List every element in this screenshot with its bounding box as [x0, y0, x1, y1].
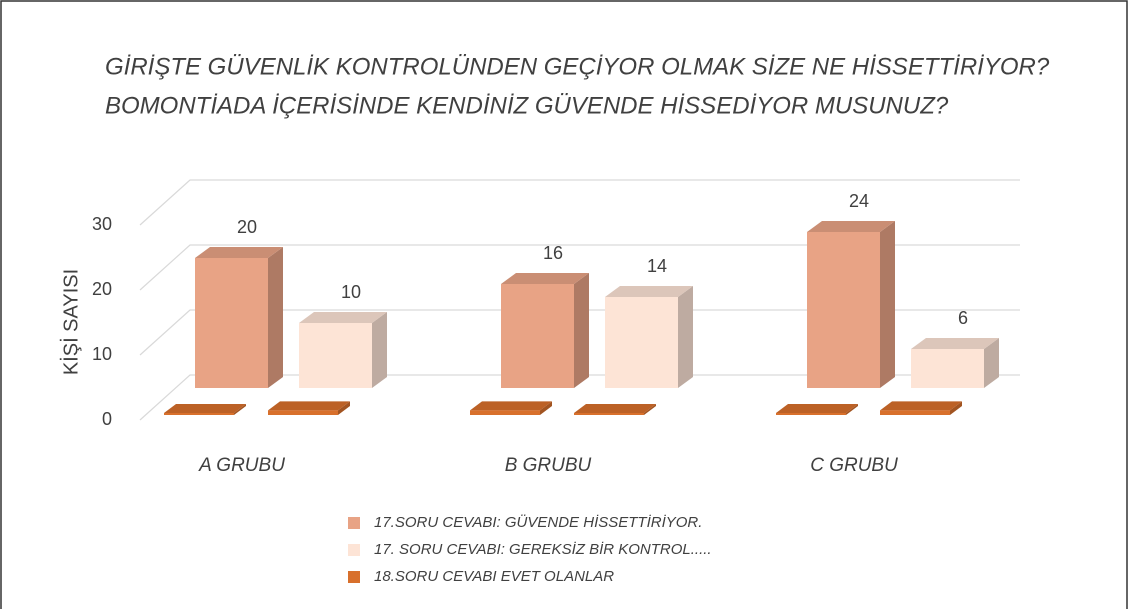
y-axis-label: KİŞİ SAYISI: [59, 269, 82, 375]
bar-top: [807, 221, 895, 232]
y-tick-label: 10: [92, 344, 112, 364]
bar: [605, 286, 693, 388]
bar: [574, 404, 656, 415]
data-label: 20: [237, 217, 257, 237]
bar-front: [268, 410, 338, 415]
data-label: 14: [647, 256, 667, 276]
bar-front: [299, 323, 372, 388]
grid-line: [139, 244, 1020, 291]
bar-top: [776, 404, 858, 413]
y-tick-label: 30: [92, 214, 112, 234]
data-label: 6: [958, 308, 968, 328]
chart-title: BOMONTİADA İÇERİSİNDE KENDİNİZ GÜVENDE H…: [105, 92, 949, 119]
bar-top: [501, 273, 589, 284]
bar-front: [807, 232, 880, 388]
x-tick-label: B GRUBU: [505, 455, 592, 476]
grid-line: [139, 179, 1020, 226]
bar-top: [605, 286, 693, 297]
bar-side: [644, 404, 656, 415]
legend-swatch: [348, 571, 360, 583]
bar-top: [164, 404, 246, 413]
bar-top: [470, 401, 552, 411]
bar: [501, 273, 589, 388]
bar-side: [678, 286, 693, 388]
bar-front: [195, 258, 268, 388]
bar-top: [195, 247, 283, 258]
bar: [911, 338, 999, 388]
bar: [807, 221, 895, 388]
bar-front: [911, 349, 984, 388]
bar: [880, 401, 962, 415]
grid-line: [139, 309, 1020, 356]
bar-front: [776, 413, 846, 415]
x-tick-label: A GRUBU: [198, 455, 285, 476]
grid-line: [139, 374, 1020, 421]
bar-top: [574, 404, 656, 413]
bar: [268, 401, 350, 415]
chart-title: GİRİŞTE GÜVENLİK KONTROLÜNDEN GEÇİYOR OL…: [105, 53, 1050, 80]
bar-side: [268, 247, 283, 388]
bar: [164, 404, 246, 415]
bar-front: [164, 413, 234, 415]
bar-top: [911, 338, 999, 349]
bar: [299, 312, 387, 388]
y-tick-label: 0: [102, 409, 112, 429]
bar-front: [880, 410, 950, 415]
bar-side: [880, 221, 895, 388]
bar: [470, 401, 552, 415]
bar-front: [501, 284, 574, 388]
bar-side: [540, 401, 552, 415]
bar-top: [880, 401, 962, 411]
x-tick-label: C GRUBU: [810, 455, 898, 476]
bar: [776, 404, 858, 415]
bar-front: [470, 410, 540, 415]
bar-side: [234, 404, 246, 415]
legend-swatch: [348, 517, 360, 529]
bar-side: [574, 273, 589, 388]
bar-side: [984, 338, 999, 388]
bar-side: [950, 401, 962, 415]
bar-side: [338, 401, 350, 415]
bar-front: [605, 297, 678, 388]
bar-front: [574, 413, 644, 415]
bar-top: [299, 312, 387, 323]
data-label: 16: [543, 243, 563, 263]
y-tick-label: 20: [92, 279, 112, 299]
legend-label: 18.SORU CEVABI EVET OLANLAR: [374, 568, 614, 585]
bar-top: [268, 401, 350, 411]
legend-label: 17. SORU CEVABI: GEREKSİZ BİR KONTROL...…: [374, 541, 712, 558]
data-label: 10: [341, 282, 361, 302]
bar-side: [846, 404, 858, 415]
legend-label: 17.SORU CEVABI: GÜVENDE HİSSETTİRİYOR.: [374, 513, 702, 531]
bar: [195, 247, 283, 388]
legend-swatch: [348, 544, 360, 556]
bar-side: [372, 312, 387, 388]
data-label: 24: [849, 191, 869, 211]
